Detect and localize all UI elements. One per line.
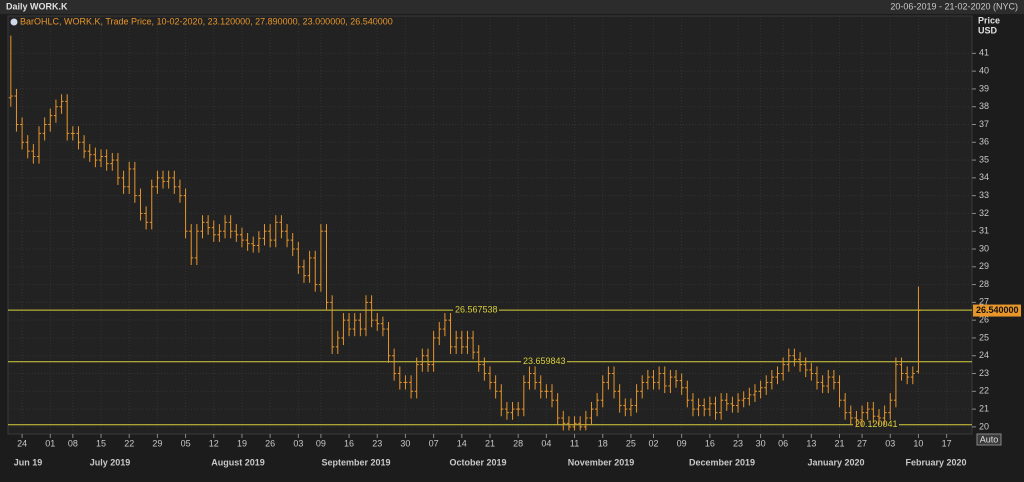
x-tick-label: 08 xyxy=(68,438,78,448)
x-tick-label: 25 xyxy=(626,438,636,448)
y-tick-label: 24 xyxy=(979,350,989,360)
x-tick-label: 18 xyxy=(598,438,608,448)
month-label: Jun 19 xyxy=(14,457,43,467)
x-tick-label: 30 xyxy=(400,438,410,448)
x-tick-label: 12 xyxy=(209,438,219,448)
y-tick-label: 39 xyxy=(979,83,989,93)
x-tick-label: 22 xyxy=(124,438,134,448)
legend-icon[interactable] xyxy=(10,18,18,26)
y-tick-label: 27 xyxy=(979,297,989,307)
x-tick-label: 10 xyxy=(913,438,923,448)
axis-unit: USD xyxy=(978,25,998,35)
y-tick-label: 40 xyxy=(979,66,989,76)
last-price-box xyxy=(973,304,1021,317)
y-tick-label: 41 xyxy=(979,48,989,58)
month-label: October 2019 xyxy=(449,457,506,467)
y-tick-label: 22 xyxy=(979,386,989,396)
x-tick-label: 01 xyxy=(45,438,55,448)
x-tick-label: 06 xyxy=(778,438,788,448)
x-tick-label: 13 xyxy=(806,438,816,448)
x-tick-label: 30 xyxy=(756,438,766,448)
x-tick-label: 28 xyxy=(513,438,523,448)
x-tick-label: 21 xyxy=(485,438,495,448)
x-tick-label: 09 xyxy=(316,438,326,448)
level-label-bg xyxy=(453,305,499,316)
level-label-bg xyxy=(521,356,567,367)
x-tick-label: 09 xyxy=(677,438,687,448)
y-tick-label: 28 xyxy=(979,279,989,289)
chart-subtitle: 20-06-2019 - 21-02-2020 (NYC) xyxy=(890,1,1018,11)
level-label: 26.567538 xyxy=(455,304,498,314)
x-tick-label: 03 xyxy=(293,438,303,448)
y-tick-label: 33 xyxy=(979,190,989,200)
x-tick-label: 26 xyxy=(265,438,275,448)
month-label: July 2019 xyxy=(90,457,131,467)
x-tick-label: 04 xyxy=(541,438,551,448)
month-label: January 2020 xyxy=(807,457,864,467)
chart-title: Daily WORK.K xyxy=(6,1,68,11)
level-label: 23.659843 xyxy=(523,356,566,366)
x-tick-label: 27 xyxy=(857,438,867,448)
y-tick-label: 25 xyxy=(979,332,989,342)
y-tick-label: 35 xyxy=(979,154,989,164)
x-tick-label: 07 xyxy=(429,438,439,448)
x-tick-label: 19 xyxy=(237,438,247,448)
y-tick-label: 20 xyxy=(979,421,989,431)
auto-button[interactable] xyxy=(976,433,1002,446)
last-price-label: 26.540000 xyxy=(976,305,1019,315)
axis-title: Price xyxy=(978,15,1000,25)
x-tick-label: 14 xyxy=(457,438,467,448)
x-tick-label: 03 xyxy=(885,438,895,448)
month-label: February 2020 xyxy=(905,457,966,467)
month-label: August 2019 xyxy=(211,457,265,467)
x-tick-label: 15 xyxy=(96,438,106,448)
x-tick-label: 02 xyxy=(648,438,658,448)
auto-button-label[interactable]: Auto xyxy=(980,434,999,444)
y-tick-label: 29 xyxy=(979,261,989,271)
y-tick-label: 34 xyxy=(979,172,989,182)
month-label: November 2019 xyxy=(568,457,635,467)
x-tick-label: 23 xyxy=(733,438,743,448)
month-label: December 2019 xyxy=(689,457,755,467)
y-tick-label: 31 xyxy=(979,226,989,236)
y-tick-label: 38 xyxy=(979,101,989,111)
y-tick-label: 37 xyxy=(979,119,989,129)
x-tick-label: 11 xyxy=(570,438,579,448)
y-tick-label: 26 xyxy=(979,315,989,325)
level-label: 20.120041 xyxy=(855,419,898,429)
x-tick-label: 29 xyxy=(152,438,162,448)
x-tick-label: 16 xyxy=(344,438,354,448)
y-tick-label: 23 xyxy=(979,368,989,378)
x-tick-label: 16 xyxy=(705,438,715,448)
x-tick-label: 23 xyxy=(372,438,382,448)
month-label: September 2019 xyxy=(321,457,390,467)
y-tick-label: 32 xyxy=(979,208,989,218)
x-tick-label: 17 xyxy=(942,438,952,448)
level-label-bg xyxy=(853,419,899,430)
header-bar xyxy=(0,0,1024,14)
x-tick-label: 05 xyxy=(181,438,191,448)
y-tick-label: 36 xyxy=(979,137,989,147)
y-tick-label: 21 xyxy=(979,403,989,413)
x-tick-label: 21 xyxy=(835,438,845,448)
legend-text: BarOHLC, WORK.K, Trade Price, 10-02-2020… xyxy=(20,16,393,26)
y-tick-label: 30 xyxy=(979,243,989,253)
x-tick-label: 24 xyxy=(17,438,27,448)
